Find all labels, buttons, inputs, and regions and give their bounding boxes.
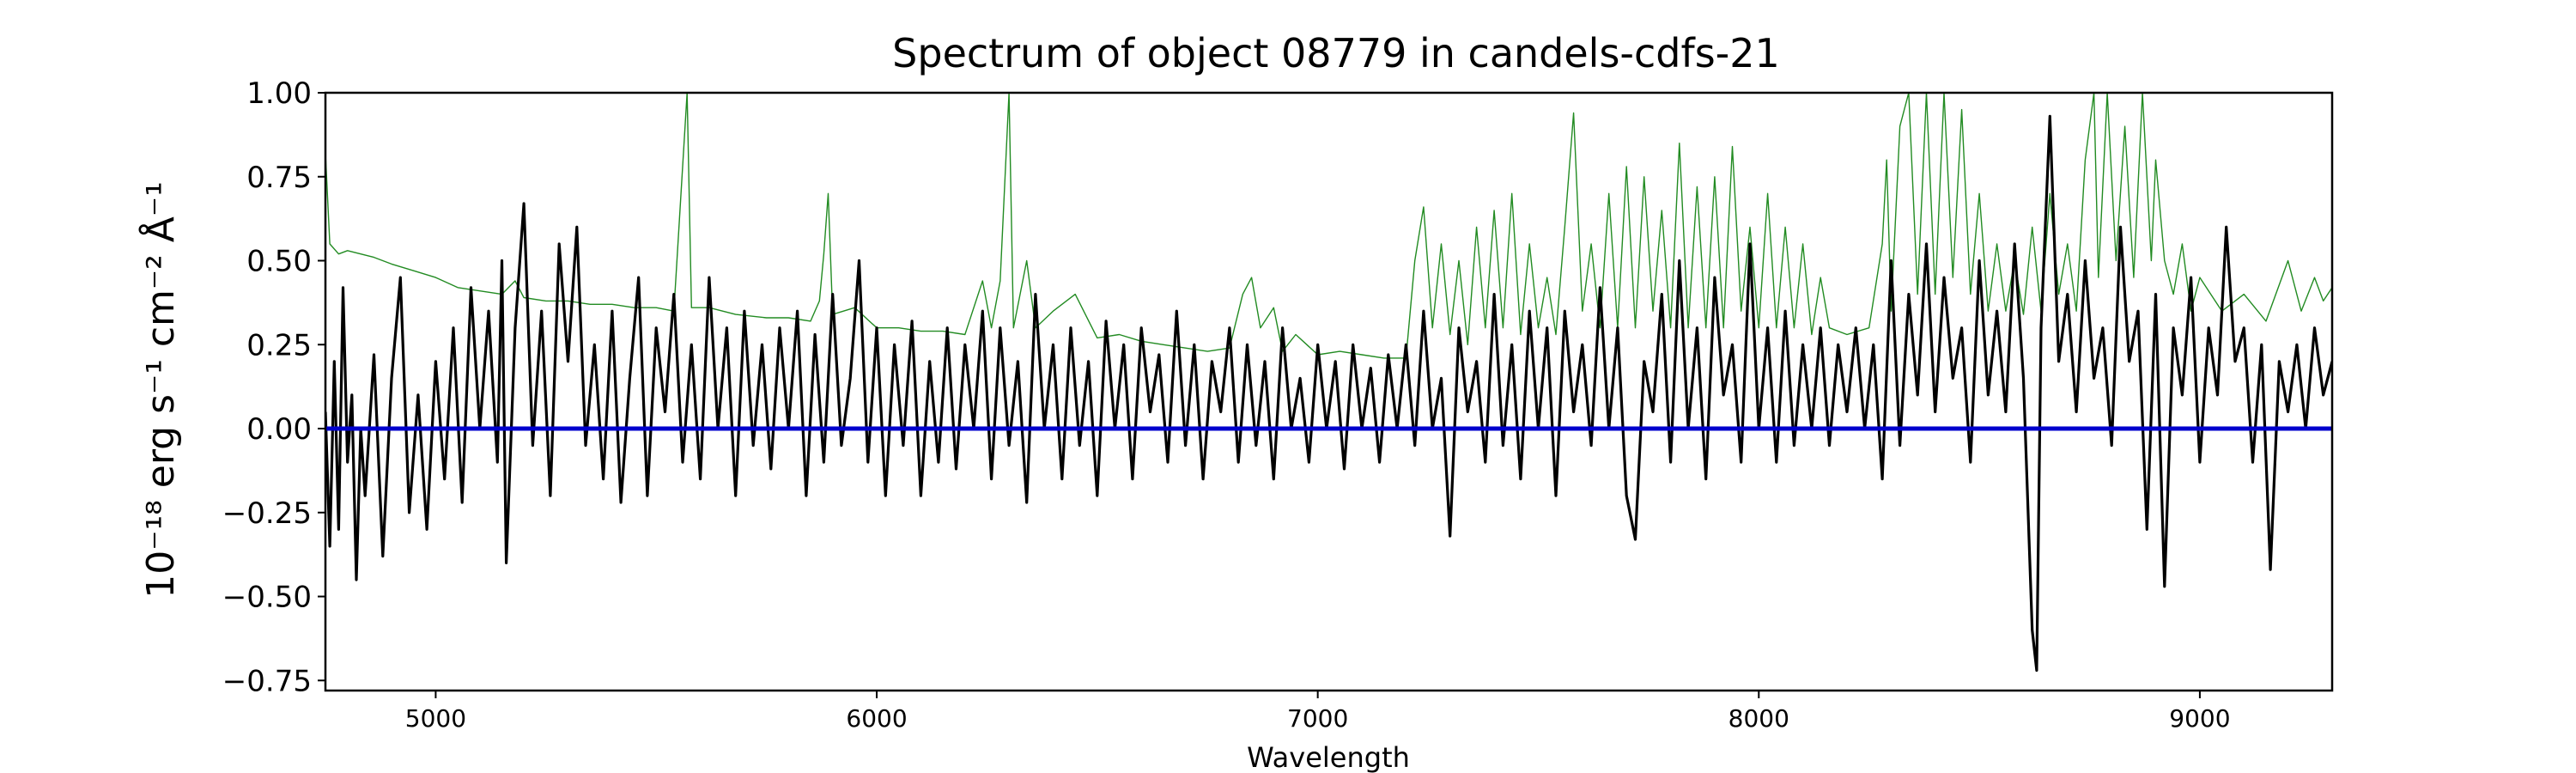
x-tick-label: 5000 bbox=[405, 704, 466, 733]
x-tick-label: 7000 bbox=[1287, 704, 1348, 733]
plot-frame bbox=[324, 91, 2334, 692]
y-tick-label: −0.25 bbox=[222, 496, 312, 531]
y-axis-label: 10⁻¹⁸ erg s⁻¹ cm⁻² Å⁻¹ bbox=[137, 181, 183, 598]
y-tick-label: 0.25 bbox=[246, 328, 312, 362]
x-tick-label: 6000 bbox=[846, 704, 907, 733]
y-tick-label: 0.50 bbox=[246, 245, 312, 279]
series-layer bbox=[325, 93, 2332, 673]
x-tick-label: 9000 bbox=[2169, 704, 2230, 733]
y-axis: −0.75 −0.50 −0.25 0.00 0.25 0.50 0.75 1.00 bbox=[222, 76, 325, 698]
y-tick-label: 0.75 bbox=[246, 161, 312, 195]
y-tick-label: −0.50 bbox=[222, 581, 312, 615]
y-tick-label: 0.00 bbox=[246, 412, 312, 447]
x-axis-label: Wavelength bbox=[1247, 741, 1410, 773]
series-line-2 bbox=[325, 114, 2332, 673]
y-tick-label: 1.00 bbox=[246, 76, 312, 111]
x-tick-label: 8000 bbox=[1728, 704, 1789, 733]
x-axis: 5000 6000 7000 8000 9000 bbox=[405, 691, 2231, 733]
chart-title: Spectrum of object 08779 in candels-cdfs… bbox=[892, 30, 1780, 76]
y-tick-label: −0.75 bbox=[222, 664, 312, 698]
series-line-1 bbox=[325, 93, 2332, 359]
